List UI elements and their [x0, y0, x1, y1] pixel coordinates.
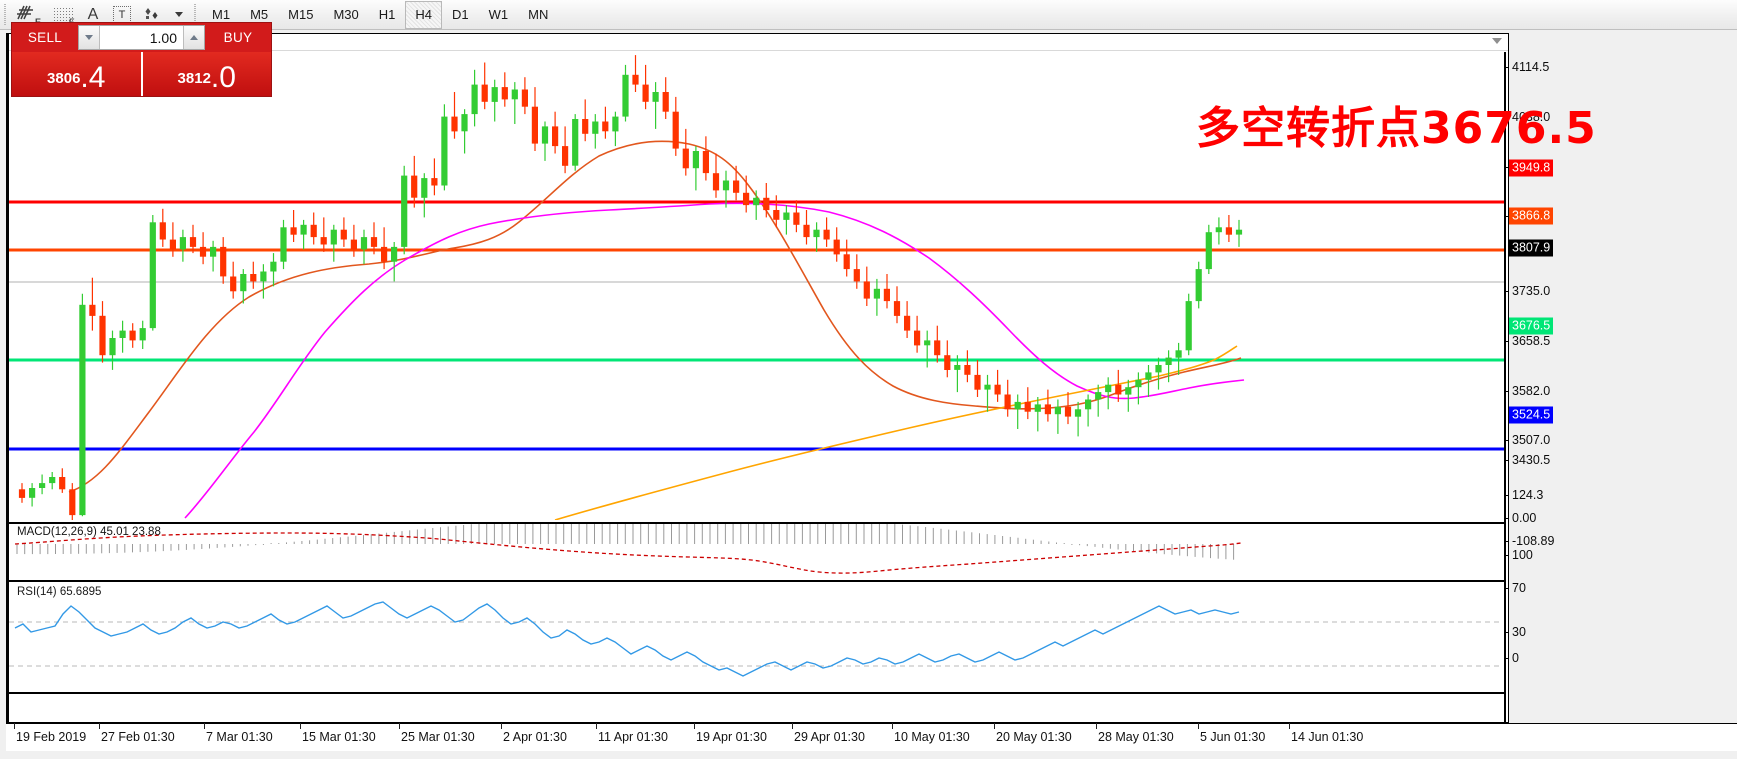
chart-window: CHINA300-,H4 3817.8 3822.9 3793.0 3807.9 [6, 33, 1509, 723]
one-click-trading-panel: SELL 1.00 BUY 3806 .4 3812 .0 [11, 22, 272, 97]
trade-panel-prices-row: 3806 .4 3812 .0 [12, 52, 271, 96]
price-plot [9, 55, 1504, 520]
templates-sub-f: F [69, 17, 75, 27]
rsi-label: RSI(14) 65.6895 [17, 586, 102, 598]
chevron-down-icon [85, 35, 93, 40]
rsi-line [14, 601, 1240, 677]
ma-fast-line [68, 140, 1242, 493]
macd-label: MACD(12,26,9) 45.01 23.88 [17, 526, 161, 538]
volume-increment-button[interactable] [183, 26, 204, 49]
price-label-resistance-3949: 3949.8 [1509, 159, 1554, 177]
rsi-tick-100: 100 [1504, 548, 1533, 562]
buy-price-integer: 3812 [177, 70, 211, 87]
main-toolbar: E F A T M1 M5 M15 M30 H1 H4 [0, 0, 1737, 30]
trade-panel-top-row: SELL 1.00 BUY [12, 23, 271, 52]
timeframe-m1[interactable]: M1 [212, 7, 231, 22]
text-glyph-a: A [87, 5, 99, 23]
buy-price-cell[interactable]: 3812 .0 [140, 52, 271, 96]
buy-price-decimal: .0 [210, 61, 236, 94]
timeframe-w1[interactable]: W1 [488, 7, 509, 22]
timeframe-m30[interactable]: M30 [333, 7, 359, 22]
price-tick-3582: 3582.0 [1503, 384, 1551, 398]
macd-histogram [16, 524, 1235, 560]
toolbar-drag-handle[interactable] [2, 3, 9, 26]
price-tick-3507: 3507.0 [1503, 433, 1551, 447]
macd-signal-line [14, 532, 1242, 574]
time-tick-13: 14 Jun 01:30 [1288, 723, 1364, 744]
volume-decrement-button[interactable] [79, 26, 100, 49]
sell-price-integer: 3806 [47, 70, 81, 87]
price-label-resistance-3866: 3866.8 [1509, 207, 1554, 225]
chevron-up-icon [190, 35, 198, 40]
macd-tick-zero: 0.00 [1503, 511, 1537, 525]
time-tick-10: 20 May 01:30 [994, 723, 1072, 744]
objects-icon[interactable] [137, 2, 169, 28]
time-tick-0: 19 Feb 2019 [13, 723, 87, 744]
templates-icon[interactable]: F [47, 2, 79, 28]
macd-pane[interactable]: MACD(12,26,9) 45.01 23.88 [9, 522, 1504, 582]
macd-tick-upper: 124.3 [1503, 488, 1544, 502]
indicators-glyph [17, 5, 33, 19]
price-tick-4114: 4114.5 [1503, 60, 1550, 74]
text-tool-icon[interactable]: A [79, 2, 107, 28]
sell-button[interactable]: SELL [12, 23, 78, 52]
candlestick-series [18, 55, 1243, 520]
price-label-support-3524: 3524.5 [1509, 406, 1554, 424]
ma-slow-line [184, 202, 1245, 519]
chevron-down-icon [175, 12, 184, 17]
time-tick-7: 19 Apr 01:30 [694, 723, 767, 744]
price-scale-labels: 4114.5 4038.0 3963.0 3886.5 3735.0 3658.… [1503, 0, 1662, 759]
timeframe-m15[interactable]: M15 [288, 7, 314, 22]
sell-price-decimal: .4 [80, 61, 106, 94]
buy-button[interactable]: BUY [205, 23, 271, 52]
time-tick-6: 11 Apr 01:30 [596, 723, 668, 744]
time-tick-12: 5 Jun 01:30 [1197, 723, 1266, 744]
templates-glyph: F [53, 6, 74, 27]
price-label-last-3807: 3807.9 [1509, 239, 1554, 257]
indicators-icon[interactable]: E [9, 2, 47, 28]
time-tick-8: 29 Apr 01:30 [792, 723, 865, 744]
ma-trend-line [554, 345, 1238, 520]
macd-tick-lower: -108.89 [1503, 534, 1555, 548]
time-tick-5: 2 Apr 01:30 [501, 723, 567, 744]
left-rail [0, 33, 6, 723]
time-tick-4: 25 Mar 01:30 [399, 723, 475, 744]
price-tick-4038: 4038.0 [1503, 110, 1551, 124]
time-tick-9: 10 May 01:30 [892, 723, 970, 744]
price-label-pivot-3676: 3676.5 [1509, 317, 1554, 335]
bottom-strip [0, 752, 1737, 759]
rsi-tick-30: 30 [1504, 625, 1526, 639]
indicators-sub-e: E [35, 17, 41, 27]
timeframe-m5[interactable]: M5 [250, 7, 269, 22]
time-tick-3: 15 Mar 01:30 [300, 723, 376, 744]
sell-price-cell[interactable]: 3806 .4 [12, 52, 141, 96]
rsi-tick-70: 70 [1504, 581, 1526, 595]
objects-glyph [145, 7, 158, 19]
timeframe-h1[interactable]: H1 [378, 7, 396, 22]
volume-stepper[interactable]: 1.00 [78, 25, 205, 50]
rsi-tick-0: 0 [1504, 651, 1519, 665]
toolbar-separator [192, 3, 200, 26]
objects-dropdown-icon[interactable] [169, 2, 189, 28]
timeframe-mn[interactable]: MN [528, 7, 549, 22]
chart-annotation-text[interactable]: 多空转折点3676.5 [1196, 103, 1597, 154]
price-tick-3658: 3658.5 [1503, 334, 1551, 348]
price-tick-3735: 3735.0 [1503, 284, 1551, 298]
volume-input[interactable]: 1.00 [100, 26, 183, 49]
price-tick-3430: 3430.5 [1503, 453, 1551, 467]
time-tick-1: 27 Feb 01:30 [99, 723, 175, 744]
collapse-chevron-icon[interactable] [1492, 38, 1502, 44]
time-axis[interactable]: 19 Feb 2019 27 Feb 01:30 7 Mar 01:30 15 … [6, 723, 1737, 751]
price-scale-axis[interactable] [1504, 52, 1510, 722]
rsi-plot [9, 601, 1499, 677]
rsi-pane[interactable]: RSI(14) 65.6895 [9, 584, 1504, 694]
time-tick-11: 28 May 01:30 [1096, 723, 1174, 744]
timeframe-d1[interactable]: D1 [451, 7, 469, 22]
price-pane[interactable] [9, 52, 1504, 520]
timeframe-h4[interactable]: H4 [405, 0, 442, 29]
text-label-glyph: T [113, 6, 132, 23]
time-tick-2: 7 Mar 01:30 [204, 723, 273, 744]
macd-plot [14, 524, 1242, 574]
